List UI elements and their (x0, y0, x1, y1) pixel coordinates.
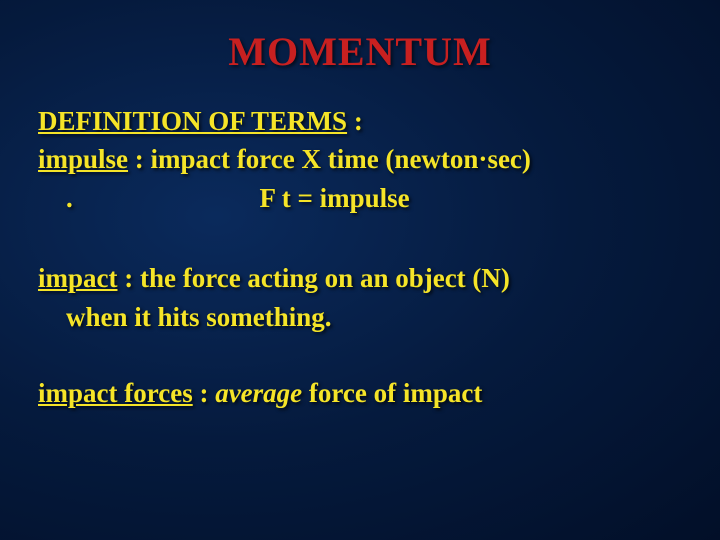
impulse-formula-line: . F t = impulse (38, 180, 682, 216)
impact-forces-sep: : (193, 378, 216, 408)
impulse-dot: . (38, 183, 73, 213)
impulse-sep: : (128, 144, 151, 174)
impact-forces-label: impact forces (38, 378, 193, 408)
impact-line-2: when it hits something. (38, 299, 682, 335)
heading-text: DEFINITION OF TERMS (38, 106, 347, 136)
impulse-def: impact force X time (newton·sec) (151, 144, 531, 174)
spacer-2 (38, 337, 682, 375)
slide-title: MOMENTUM (38, 28, 682, 75)
impact-line-1: impact : the force acting on an object (… (38, 260, 682, 296)
impact-forces-avg: average (215, 378, 302, 408)
impact-forces-line: impact forces : average force of impact (38, 375, 682, 411)
heading-sep: : (347, 106, 363, 136)
impact-def-a: the force acting on an object (N) (140, 263, 510, 293)
slide-container: MOMENTUM DEFINITION OF TERMS : impulse :… (0, 0, 720, 540)
impact-label: impact (38, 263, 117, 293)
definitions-heading: DEFINITION OF TERMS : (38, 103, 682, 139)
impact-forces-rest: force of impact (302, 378, 482, 408)
impact-sep: : (117, 263, 140, 293)
impulse-formula: F t = impulse (80, 183, 410, 213)
impulse-label: impulse (38, 144, 128, 174)
spacer-1 (38, 218, 682, 260)
impulse-line: impulse : impact force X time (newton·se… (38, 141, 682, 177)
